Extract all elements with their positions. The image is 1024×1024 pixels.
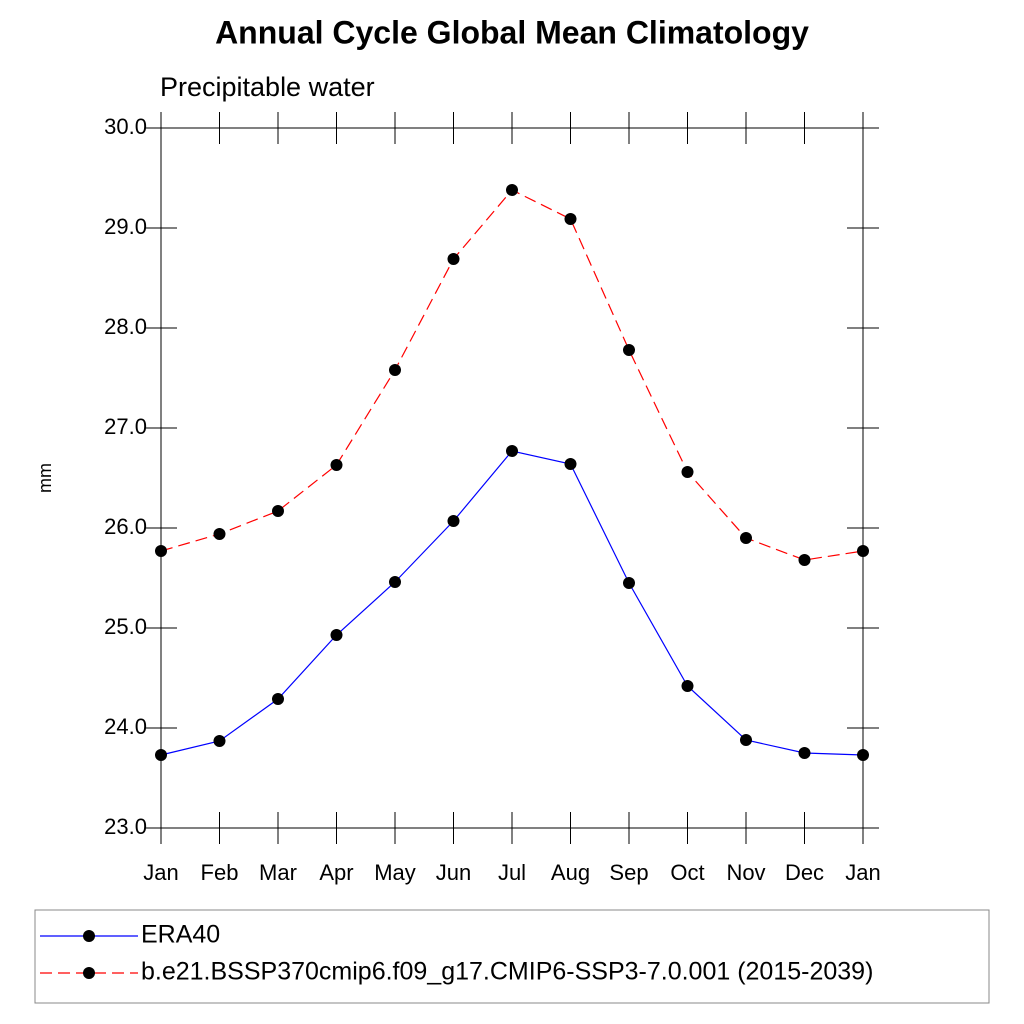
y-axis-label: mm	[35, 463, 55, 493]
legend-label: ERA40	[141, 921, 220, 949]
y-tick-label: 28.0	[104, 314, 147, 339]
y-tick-label: 30.0	[104, 114, 147, 139]
x-tick-label: Jun	[436, 860, 471, 885]
x-tick-label: Nov	[726, 860, 765, 885]
legend-label: b.e21.BSSP370cmip6.f09_g17.CMIP6-SSP3-7.…	[141, 958, 873, 986]
data-point	[272, 693, 284, 705]
data-point	[506, 445, 518, 457]
data-point	[857, 545, 869, 557]
x-tick-label: Jan	[143, 860, 178, 885]
y-tick-label: 25.0	[104, 614, 147, 639]
x-tick-label: May	[374, 860, 416, 885]
series-line	[160, 189, 864, 561]
y-tick-label: 29.0	[104, 214, 147, 239]
x-tick-label: Apr	[319, 860, 353, 885]
y-tick-label: 27.0	[104, 414, 147, 439]
plot-frame	[160, 127, 864, 829]
chart-subtitle: Precipitable water	[160, 72, 375, 102]
data-point	[155, 749, 167, 761]
data-point	[506, 184, 518, 196]
data-point	[155, 545, 167, 557]
data-point	[213, 528, 226, 540]
data-point	[213, 735, 226, 747]
x-tick-label: Dec	[785, 860, 824, 885]
x-tick-label: Jul	[498, 860, 526, 885]
chart-title: Annual Cycle Global Mean Climatology	[215, 14, 809, 50]
x-tick-label: Sep	[609, 860, 648, 885]
series-line	[160, 450, 864, 756]
data-point	[798, 747, 811, 759]
data-point	[681, 680, 694, 692]
data-point	[740, 734, 752, 746]
y-tick-label: 24.0	[104, 714, 147, 739]
data-point	[564, 458, 577, 470]
x-tick-label: Oct	[670, 860, 704, 885]
y-tick-label: 26.0	[104, 514, 147, 539]
legend-box	[34, 909, 990, 1004]
data-point	[389, 364, 401, 376]
legend-marker	[83, 967, 95, 979]
data-point	[272, 505, 284, 517]
data-point	[564, 213, 577, 225]
data-point	[798, 554, 811, 566]
data-point	[623, 577, 635, 589]
data-point	[330, 629, 343, 641]
y-tick-label: 23.0	[104, 814, 147, 839]
data-point	[330, 459, 343, 471]
x-tick-label: Aug	[551, 860, 590, 885]
x-tick-label: Feb	[201, 860, 239, 885]
data-point	[681, 466, 694, 478]
data-point	[447, 253, 460, 265]
data-point	[857, 749, 869, 761]
data-point	[740, 532, 752, 544]
data-point	[623, 344, 635, 356]
data-point	[389, 576, 401, 588]
x-tick-label: Mar	[259, 860, 297, 885]
legend-marker	[83, 930, 95, 942]
x-tick-label: Jan	[845, 860, 880, 885]
data-point	[447, 515, 460, 527]
